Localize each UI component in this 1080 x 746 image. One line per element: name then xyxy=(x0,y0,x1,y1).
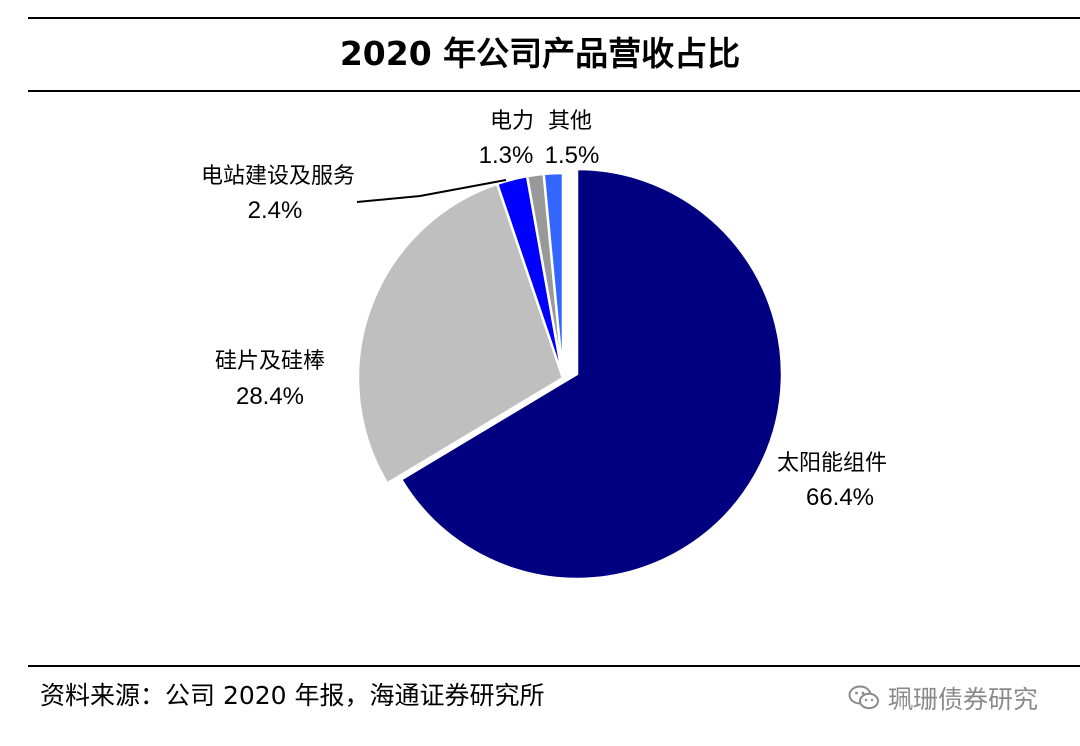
pie-slice xyxy=(356,182,565,486)
slice-label: 电力 xyxy=(490,109,534,134)
watermark-text: 珮珊债券研究 xyxy=(888,685,1039,714)
leader-line xyxy=(356,179,507,203)
slice-value-label: 28.4% xyxy=(236,383,304,410)
slice-value-label: 1.5% xyxy=(545,142,600,169)
top-rule xyxy=(28,17,1080,19)
watermark: 珮珊债券研究 xyxy=(848,680,1038,716)
chart-title: 2020 年公司产品营收占比 xyxy=(339,34,741,73)
wechat-icon xyxy=(848,685,879,710)
pie-slice xyxy=(542,171,565,379)
slice-label: 其他 xyxy=(548,109,592,134)
slice-value-label: 1.3% xyxy=(479,142,534,169)
slice-value-label: 2.4% xyxy=(248,197,303,224)
title-rule xyxy=(28,90,1080,92)
slice-label: 硅片及硅棒 xyxy=(215,349,325,374)
pie-chart: 太阳能组件 66.4% 硅片及硅棒 28.4% 电站建设及服务 2.4% 电力 1.3% 其他 1… xyxy=(201,109,887,581)
slice-label: 电站建设及服务 xyxy=(201,164,355,189)
pie-slice xyxy=(399,167,784,581)
slice-value-label: 66.4% xyxy=(806,484,874,511)
footer-rule xyxy=(28,665,1080,667)
source-note: 资料来源：公司 2020 年报，海通证券研究所 xyxy=(40,681,545,710)
slice-label: 太阳能组件 xyxy=(777,451,887,476)
